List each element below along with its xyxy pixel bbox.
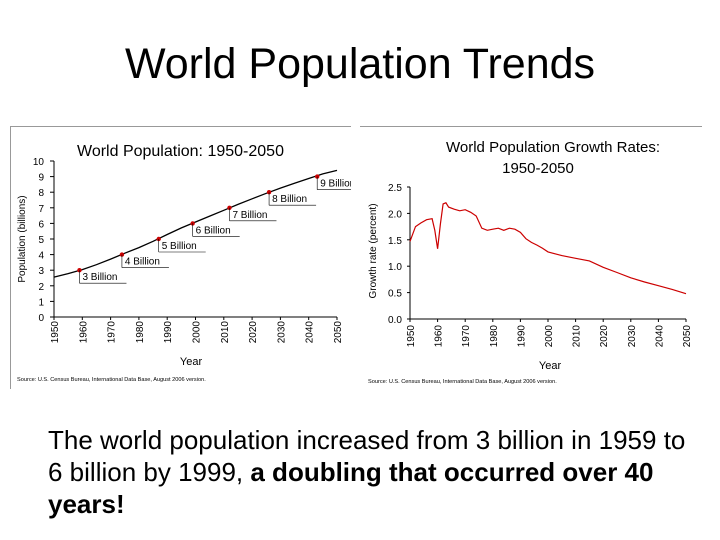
y-tick-label: 6 [38, 219, 44, 230]
slide-body-text: The world population increased from 3 bi… [48, 424, 698, 520]
y-tick-label: 4 [38, 251, 44, 262]
x-tick-label: 2010 [572, 325, 583, 348]
milestone-label: 4 Billion [125, 257, 160, 268]
y-tick-label: 7 [38, 204, 44, 215]
growth-rate-line [409, 202, 687, 295]
x-tick-label: 2050 [682, 325, 693, 348]
x-tick-label: 2040 [305, 321, 316, 344]
x-tick-label: 1960 [78, 321, 89, 344]
population-chart-svg: World Population: 1950-2050 0 1 2 3 4 5 6 7 8 9 10 1… [17, 143, 365, 383]
x-axis-label: Year [539, 360, 562, 372]
chart-source: Source: U.S. Census Bureau, Internationa… [368, 379, 557, 385]
x-tick-label: 1980 [135, 321, 146, 344]
x-tick-label: 1950 [406, 325, 417, 348]
milestone-label: 7 Billion [232, 210, 267, 221]
x-tick-label: 2030 [627, 325, 638, 348]
body-text-bold: a doubling that occurred over 40 years! [48, 457, 654, 519]
milestone-marker [119, 252, 125, 257]
x-tick-label: 2020 [599, 325, 610, 348]
milestone-label: 9 Billion [320, 179, 351, 190]
chart-title: World Population: 1950-2050 [77, 143, 284, 160]
x-tick-label: 1980 [489, 325, 500, 348]
milestone-label: 8 Billion [272, 194, 307, 205]
x-tick-label: 1990 [516, 325, 527, 348]
growth-rate-chart: World Population Growth Rates: 1950-2050 0… [360, 126, 702, 389]
y-tick-label: 9 [38, 173, 44, 184]
chart-title-line2: 1950-2050 [502, 160, 574, 177]
y-tick-label: 10 [33, 157, 45, 168]
population-line [53, 169, 338, 278]
population-chart: World Population: 1950-2050 0 1 2 3 4 5 6 7 8 9 10 1… [10, 126, 365, 389]
x-tick-label: 2010 [220, 321, 231, 344]
x-tick-label: 1990 [163, 321, 174, 344]
x-tick-label: 2020 [248, 321, 259, 344]
x-tick-label: 2030 [276, 321, 287, 344]
y-tick-label: 1.0 [388, 262, 402, 273]
y-tick-label: 0 [38, 313, 44, 324]
x-tick-label: 2050 [333, 321, 344, 344]
milestone-label: 6 Billion [196, 225, 231, 236]
body-text-regular: The world population increased from 3 bi… [48, 425, 686, 487]
y-tick-label: 8 [38, 188, 44, 199]
slide-title: World Population Trends [124, 40, 596, 88]
y-tick-label: 2.5 [388, 183, 402, 194]
y-axis-label: Growth rate (percent) [368, 203, 379, 298]
x-axis-label: Year [180, 356, 203, 368]
y-tick-label: 3 [38, 266, 44, 277]
y-tick-label: 1 [38, 297, 44, 308]
milestone-label: 3 Billion [82, 272, 117, 283]
y-tick-label: 0.5 [388, 289, 402, 300]
chart-source: Source: U.S. Census Bureau, Internationa… [17, 377, 206, 383]
y-tick-label: 0.0 [388, 315, 402, 326]
growth-rate-chart-svg: World Population Growth Rates: 1950-2050 0… [368, 139, 693, 385]
x-tick-label: 1970 [461, 325, 472, 348]
chart-title-line1: World Population Growth Rates: [446, 139, 660, 156]
milestone-label: 5 Billion [162, 241, 197, 252]
x-tick-label: 2000 [192, 321, 203, 344]
y-axis-label: Population (billions) [17, 195, 28, 282]
x-tick-label: 1950 [50, 321, 61, 344]
x-tick-label: 2040 [654, 325, 665, 348]
x-tick-label: 1960 [434, 325, 445, 348]
x-tick-label: 2000 [544, 325, 555, 348]
x-tick-label: 1970 [107, 321, 118, 344]
y-tick-label: 1.5 [388, 236, 402, 247]
y-tick-label: 2 [38, 282, 44, 293]
y-tick-label: 5 [38, 235, 44, 246]
y-tick-label: 2.0 [388, 209, 402, 220]
